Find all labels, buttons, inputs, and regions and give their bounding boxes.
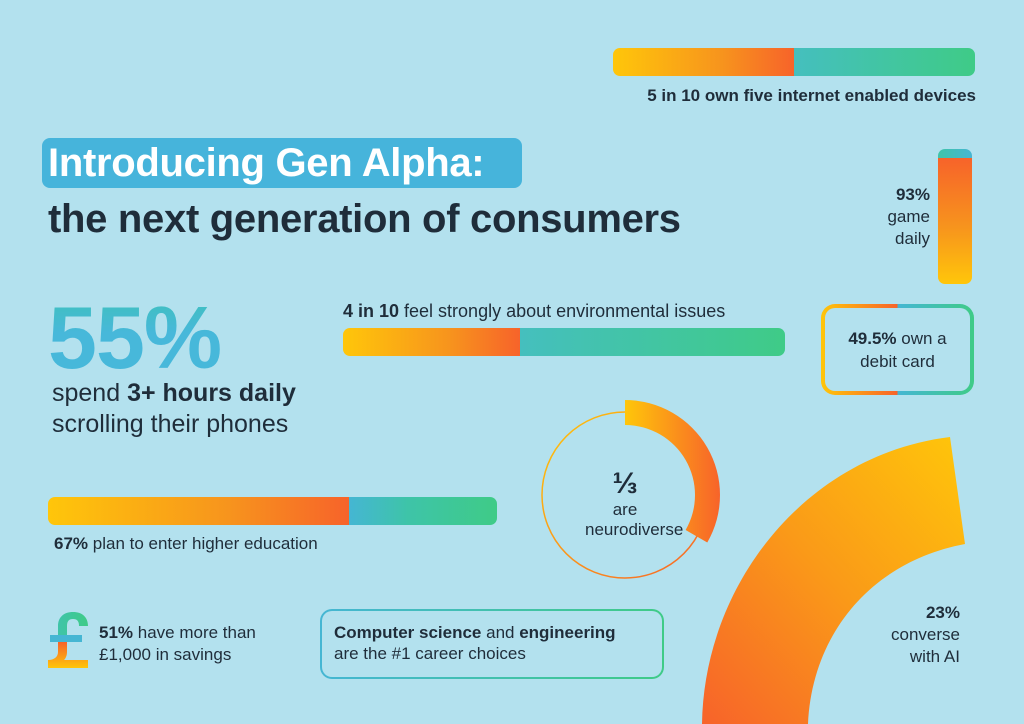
ai-line2: with AI (909, 647, 960, 666)
environment-bar-remaining (519, 328, 785, 356)
ai-label: 23% converse with AI (891, 602, 960, 668)
environment-bold: 4 in 10 (343, 301, 400, 321)
environment-bar (343, 328, 785, 356)
career-line2: are the #1 career choices (334, 644, 526, 663)
education-bar-remaining (348, 497, 497, 525)
education-bold: 67% (54, 534, 89, 553)
environment-rest: feel strongly about environmental issues (399, 301, 726, 321)
education-label: 67% plan to enter higher education (54, 534, 318, 554)
gaming-text-1: game (887, 207, 930, 226)
neurodiverse-ring-chart (541, 400, 720, 579)
scrolling-value: 55% (48, 288, 222, 387)
page-subtitle: the next generation of consumers (48, 197, 681, 241)
devices-bar-remaining (794, 48, 975, 76)
career-bold2: engineering (519, 623, 616, 642)
neurodiverse-fraction: ⅓ (612, 467, 638, 500)
scrolling-pre: spend (52, 379, 128, 407)
debit-line2: debit card (860, 351, 935, 371)
gaming-bar-remaining (938, 149, 972, 158)
gaming-text-2: daily (895, 229, 930, 248)
devices-bar (613, 48, 975, 76)
debit-card-label: 49.5% own a debit card (825, 308, 970, 391)
savings-rest: have more than (133, 623, 256, 642)
savings-label: 51% have more than £1,000 in savings (99, 622, 256, 666)
ai-line1: converse (891, 625, 960, 644)
ai-arc (702, 437, 965, 724)
scrolling-line2: scrolling their phones (52, 410, 289, 438)
gaming-bar-filled (938, 158, 972, 284)
education-bar (48, 497, 497, 525)
career-bold1: Computer science (334, 623, 482, 642)
page-title: Introducing Gen Alpha: (48, 141, 485, 185)
gaming-bar (938, 149, 972, 284)
neurodiverse-line2: neurodiverse (585, 520, 684, 539)
gaming-value: 93% (895, 185, 930, 204)
neurodiverse-ring-arc (625, 400, 720, 543)
ai-value: 23% (925, 603, 960, 622)
neurodiverse-line1: are (612, 500, 638, 519)
ai-arc-chart (702, 437, 965, 724)
savings-bold: 51% (99, 623, 134, 642)
education-rest: plan to enter higher education (88, 534, 318, 553)
title-highlight (42, 138, 522, 188)
neurodiverse-label: ⅓ are neurodiverse (585, 467, 684, 540)
career-mid: and (481, 623, 520, 642)
career-box: Computer science and engineering are the… (320, 609, 664, 679)
devices-label: 5 in 10 own five internet enabled device… (647, 86, 976, 105)
debit-rest: own a (896, 328, 947, 348)
environment-bar-filled (343, 328, 520, 356)
savings-line2: £1,000 in savings (99, 645, 232, 664)
devices-bar-filled (613, 48, 794, 76)
environment-label: 4 in 10 feel strongly about environmenta… (343, 301, 725, 322)
debit-card-box: 49.5% own a debit card (821, 304, 974, 395)
pound-icon (48, 612, 88, 668)
scrolling-bold: 3+ hours daily (127, 379, 296, 407)
debit-bold: 49.5% (848, 328, 897, 348)
career-label: Computer science and engineering are the… (322, 611, 662, 677)
education-bar-filled (48, 497, 349, 525)
scrolling-label: spend 3+ hours daily scrolling their pho… (52, 378, 296, 440)
gaming-label: 93% game daily (887, 184, 930, 250)
